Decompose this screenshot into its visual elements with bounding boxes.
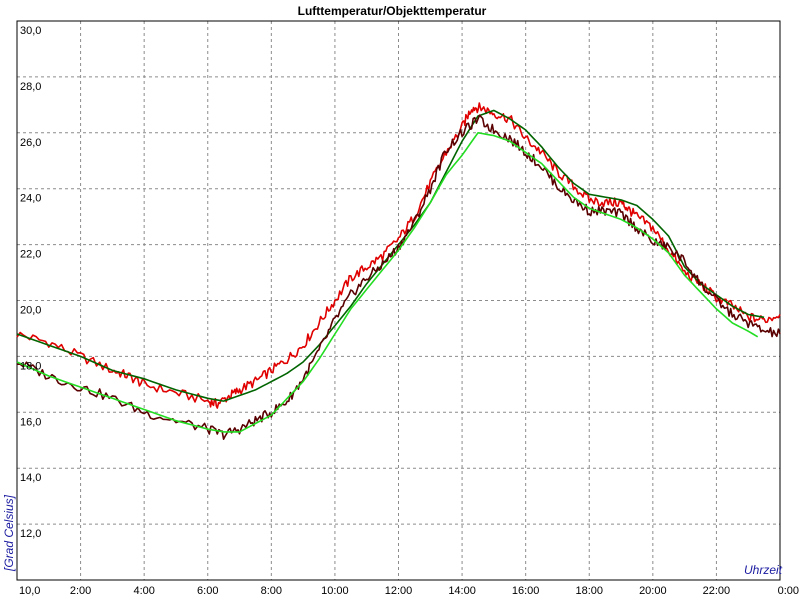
series-line-1 xyxy=(16,102,781,409)
x-tick-label: 12:00 xyxy=(385,585,413,597)
y-tick-label: 26,0 xyxy=(20,137,41,149)
x-tick-label: 16:00 xyxy=(512,585,540,597)
y-tick-label: 28,0 xyxy=(20,81,41,93)
y-tick-label: 14,0 xyxy=(20,472,41,484)
x-tick-label: 20:00 xyxy=(639,585,667,597)
x-tick-label: 0:00 xyxy=(778,585,799,597)
y-tick-label: 20,0 xyxy=(20,305,41,317)
grid xyxy=(17,20,781,581)
x-tick-label: 8:00 xyxy=(261,585,282,597)
x-axis-label: Uhrzeit xyxy=(744,563,783,577)
x-tick-label: 14:00 xyxy=(448,585,476,597)
y-axis-ticks: 10,0 12,0 14,0 16,0 18,0 20,0 22,0 24,0 26,0 28,0… xyxy=(19,25,41,597)
series-line-3 xyxy=(17,114,781,441)
y-tick-label: 16,0 xyxy=(20,416,41,428)
x-tick-label: 18:00 xyxy=(575,585,603,597)
y-tick-label: 22,0 xyxy=(20,249,41,261)
x-tick-label: 10:00 xyxy=(321,585,349,597)
chart-title: Lufttemperatur/Objekttemperatur xyxy=(298,4,487,18)
y-tick-label: 24,0 xyxy=(20,193,41,205)
y-tick-label: 18,0 xyxy=(20,360,41,372)
x-tick-label: 6:00 xyxy=(197,585,218,597)
y-tick-label: 30,0 xyxy=(20,25,41,37)
x-tick-label: 22:00 xyxy=(703,585,731,597)
x-axis-ticks: 2:00 4:00 6:00 8:00 10:00 12:00 14:00 16:00 18:0… xyxy=(70,585,799,597)
x-tick-label: 4:00 xyxy=(133,585,154,597)
y-axis-label: [Grad Celsius] xyxy=(2,494,16,572)
plot-frame xyxy=(16,20,781,581)
y-tick-label: 10,0 xyxy=(19,585,40,597)
series-layer xyxy=(16,102,781,441)
x-tick-label: 2:00 xyxy=(70,585,91,597)
y-tick-label: 12,0 xyxy=(20,528,41,540)
series-line-4 xyxy=(16,132,759,433)
